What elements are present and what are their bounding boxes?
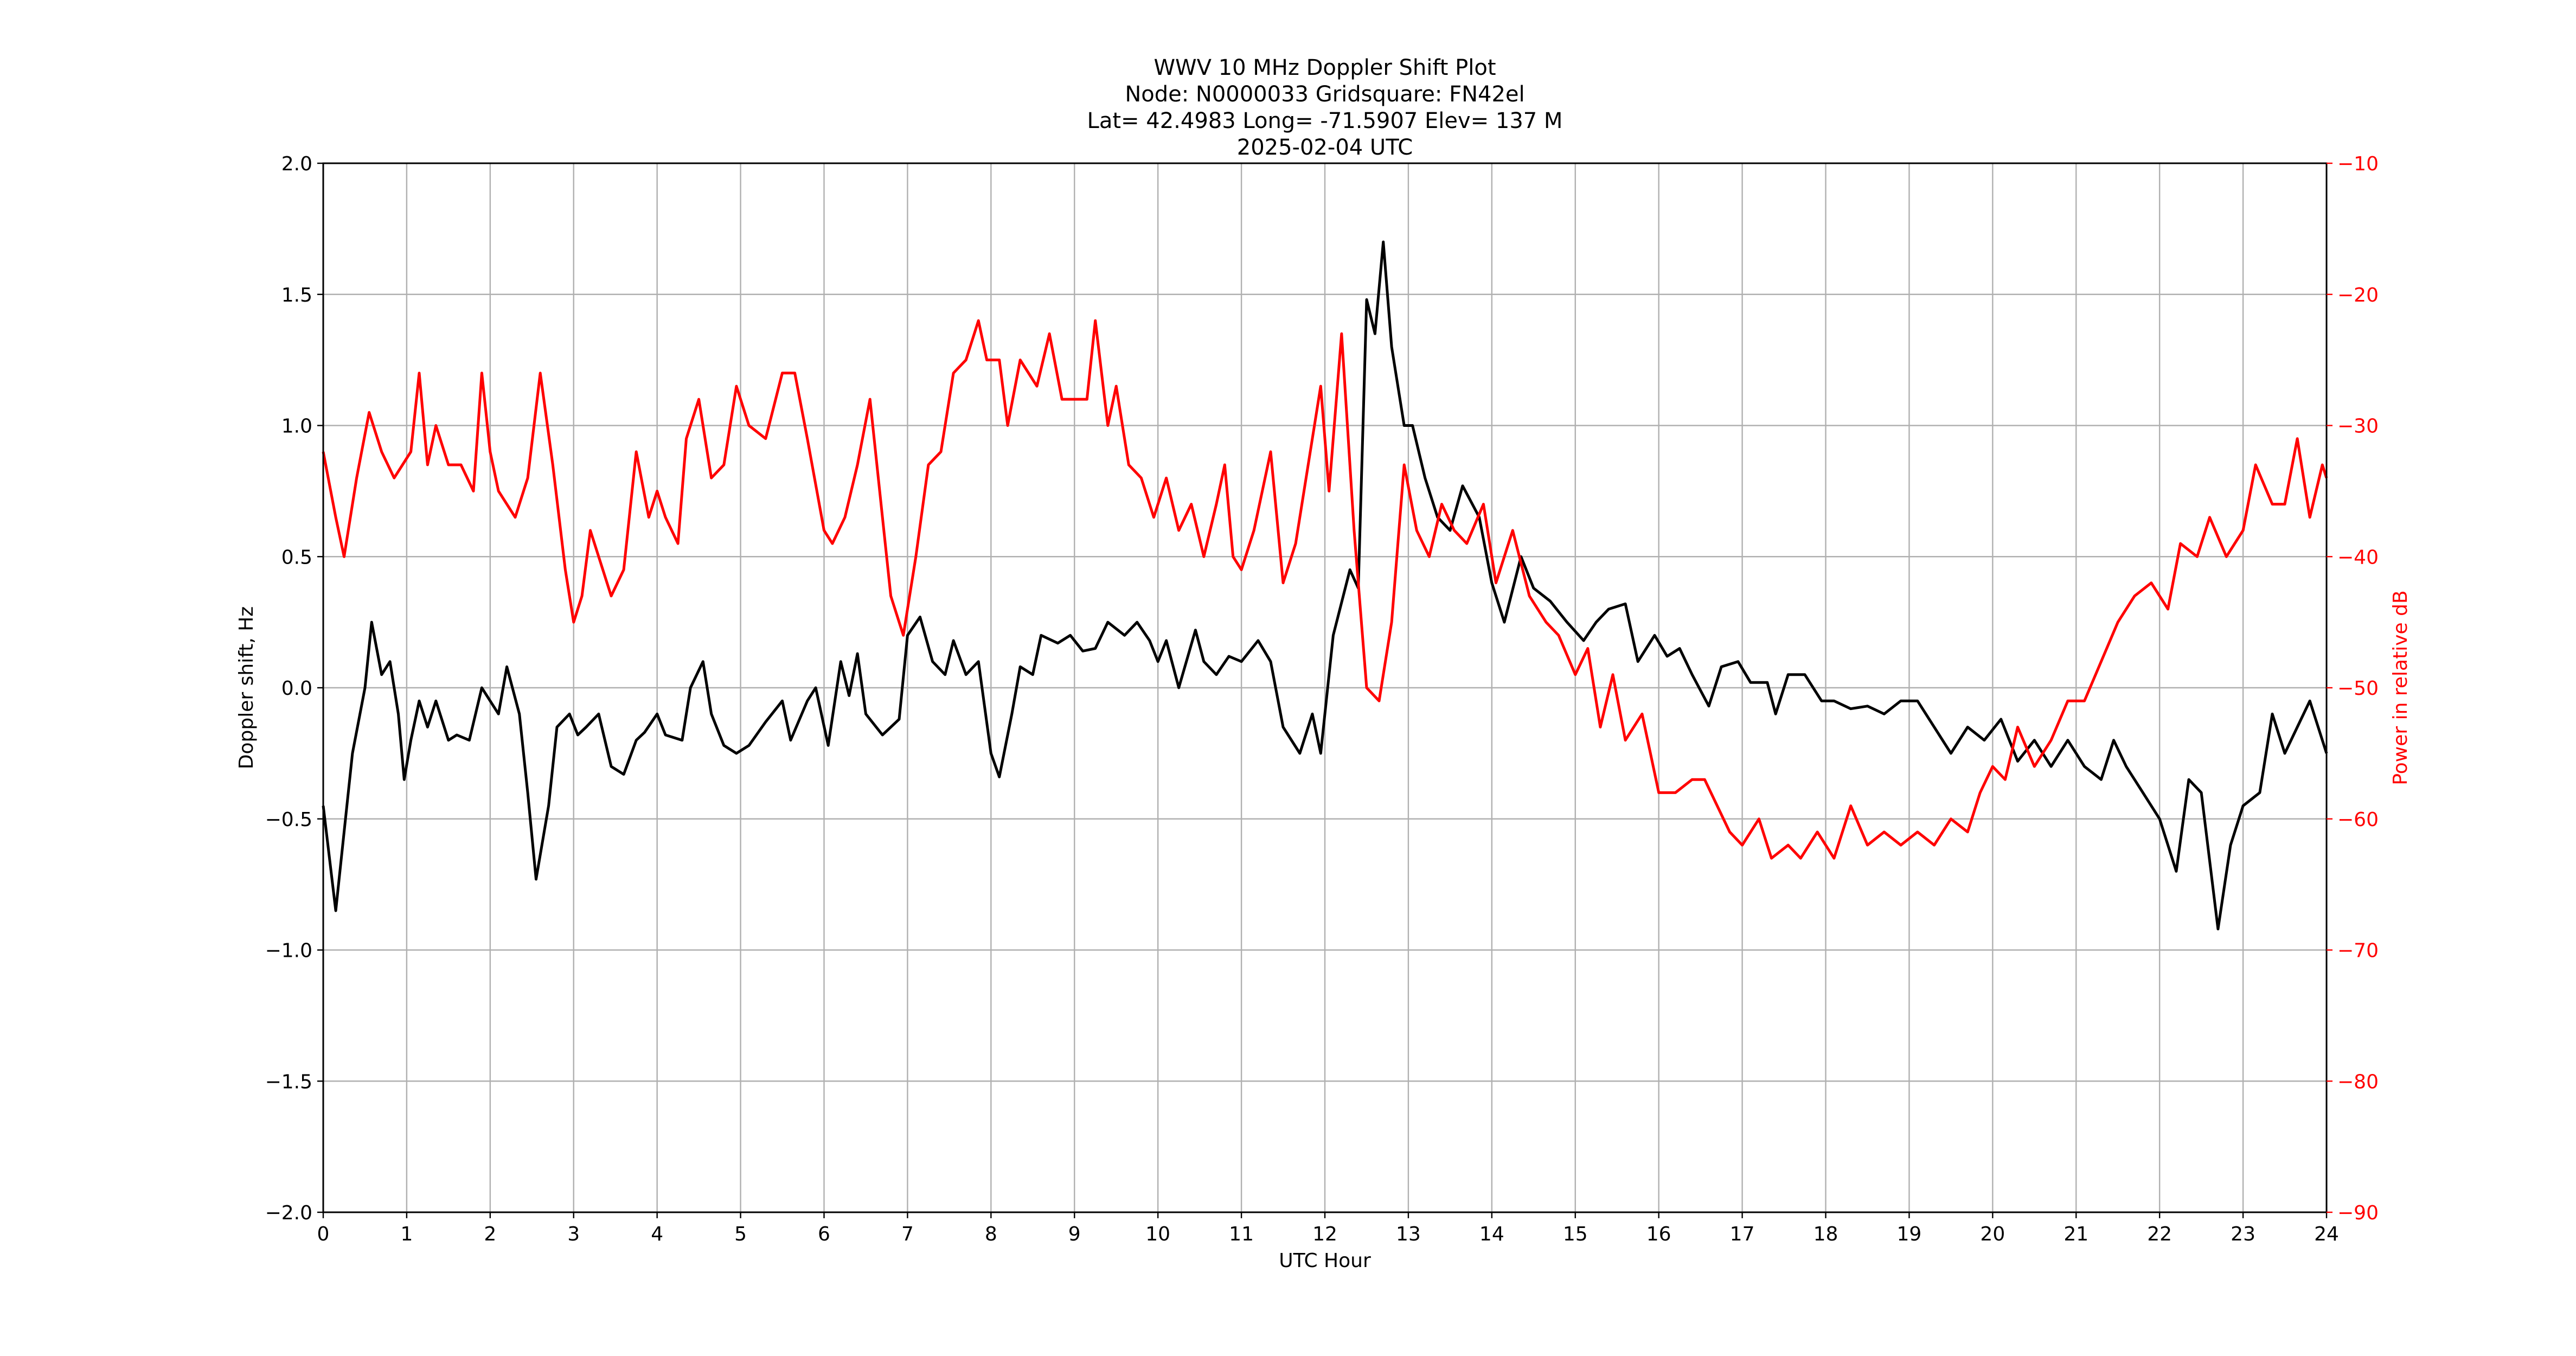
y2-tick-label: −90 bbox=[2337, 1202, 2379, 1224]
x-tick-label: 21 bbox=[2064, 1223, 2088, 1245]
x-tick-label: 11 bbox=[1229, 1223, 1254, 1245]
ticks: 0 1 2 3 4 5 6 7 8 9 10 11 12 13 14 15 16 17 18 19 20 21 22 23 24… bbox=[265, 153, 2379, 1245]
x-tick-label: 9 bbox=[1068, 1223, 1081, 1245]
y2-tick-label: −60 bbox=[2337, 809, 2379, 831]
x-tick-label: 0 bbox=[317, 1223, 330, 1245]
title-line-2: Node: N0000033 Gridsquare: FN42el bbox=[1125, 82, 1524, 107]
y2-tick-label: −30 bbox=[2337, 415, 2379, 438]
x-tick-label: 24 bbox=[2314, 1223, 2339, 1245]
y-tick-label: −2.0 bbox=[265, 1202, 312, 1224]
x-tick-label: 8 bbox=[985, 1223, 997, 1245]
x-tick-label: 3 bbox=[567, 1223, 580, 1245]
y-tick-label: 0.5 bbox=[281, 546, 312, 568]
x-tick-label: 1 bbox=[400, 1223, 413, 1245]
y2-tick-label: −40 bbox=[2337, 546, 2379, 568]
title-line-3: Lat= 42.4983 Long= -71.5907 Elev= 137 M bbox=[1087, 108, 1563, 133]
y-tick-label: 1.5 bbox=[281, 284, 312, 306]
grid bbox=[322, 162, 2328, 1213]
x-tick-label: 20 bbox=[1980, 1223, 2005, 1245]
x-axis-label: UTC Hour bbox=[1279, 1250, 1371, 1272]
x-tick-label: 5 bbox=[734, 1223, 747, 1245]
y-axis-label: Doppler shift, Hz bbox=[235, 606, 258, 769]
y2-tick-label: −70 bbox=[2337, 940, 2379, 962]
y-tick-label: −0.5 bbox=[265, 809, 312, 831]
x-tick-label: 23 bbox=[2231, 1223, 2255, 1245]
x-tick-label: 15 bbox=[1563, 1223, 1588, 1245]
y-tick-label: 0.0 bbox=[281, 677, 312, 700]
x-tick-label: 19 bbox=[1897, 1223, 1922, 1245]
y-tick-label: 1.0 bbox=[281, 415, 312, 438]
x-tick-label: 12 bbox=[1312, 1223, 1337, 1245]
y-tick-label: −1.5 bbox=[265, 1071, 312, 1093]
y-tick-label: −1.0 bbox=[265, 940, 312, 962]
power-line bbox=[322, 319, 2328, 860]
x-tick-label: 6 bbox=[818, 1223, 830, 1245]
series-layer bbox=[322, 240, 2328, 931]
x-tick-label: 17 bbox=[1730, 1223, 1755, 1245]
y2-tick-label: −50 bbox=[2337, 677, 2379, 700]
title-line-4: 2025-02-04 UTC bbox=[1237, 135, 1413, 160]
chart-title: WWV 10 MHz Doppler Shift Plot Node: N000… bbox=[1087, 55, 1563, 160]
title-line-1: WWV 10 MHz Doppler Shift Plot bbox=[1154, 55, 1496, 80]
x-tick-label: 14 bbox=[1479, 1223, 1504, 1245]
y-tick-label: 2.0 bbox=[281, 153, 312, 175]
x-tick-label: 16 bbox=[1646, 1223, 1671, 1245]
y2-tick-label: −10 bbox=[2337, 153, 2379, 175]
x-tick-label: 2 bbox=[484, 1223, 496, 1245]
x-tick-label: 18 bbox=[1814, 1223, 1838, 1245]
y2-tick-label: −80 bbox=[2337, 1071, 2379, 1093]
doppler-line bbox=[322, 240, 2328, 931]
x-tick-label: 22 bbox=[2147, 1223, 2172, 1245]
x-tick-label: 10 bbox=[1145, 1223, 1170, 1245]
x-tick-label: 13 bbox=[1396, 1223, 1421, 1245]
x-tick-label: 4 bbox=[651, 1223, 663, 1245]
x-tick-label: 7 bbox=[901, 1223, 914, 1245]
y2-tick-label: −20 bbox=[2337, 284, 2379, 306]
y2-axis-label: Power in relative dB bbox=[2389, 590, 2412, 785]
